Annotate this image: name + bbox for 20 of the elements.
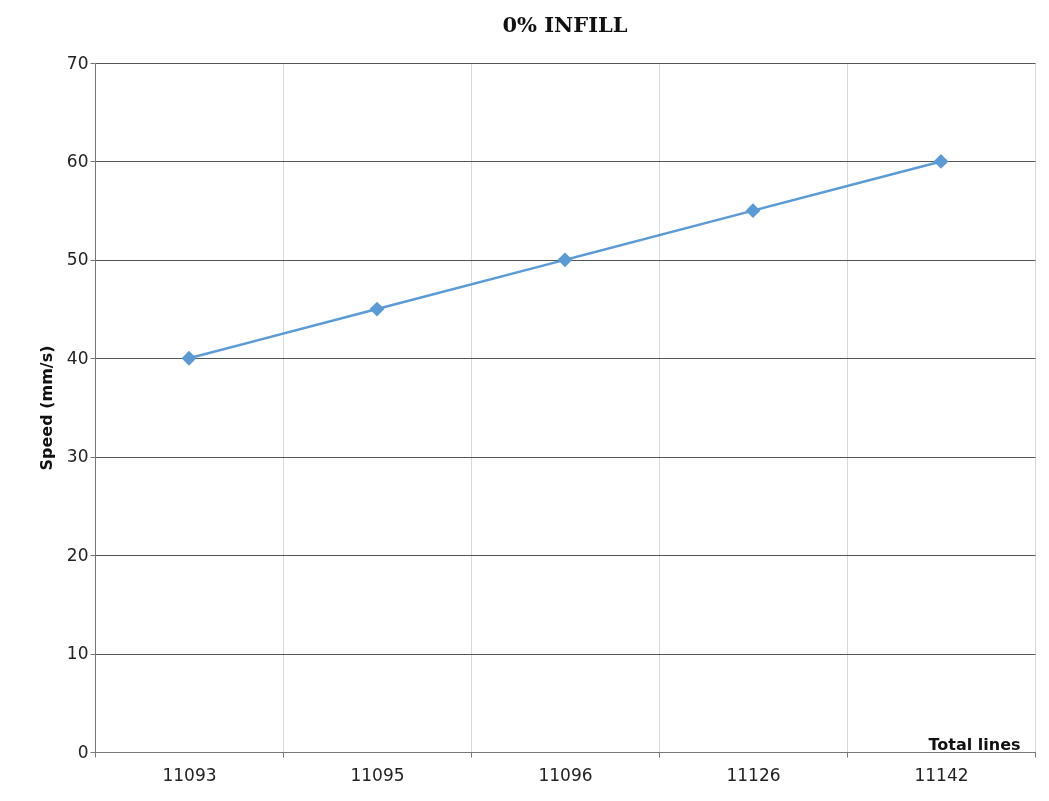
- y-tick-label: 60: [66, 150, 89, 171]
- x-tick-label: 11126: [726, 764, 781, 785]
- y-tick-label: 70: [66, 52, 89, 73]
- x-tick-label: 11142: [914, 764, 969, 785]
- point: [181, 350, 197, 366]
- x-tick-label: 11096: [538, 764, 593, 785]
- chart-title: 0% INFILL: [502, 12, 628, 37]
- y-tick-label: 50: [66, 249, 89, 270]
- y-tick-label: 30: [66, 446, 89, 467]
- y-tick-label: 20: [66, 544, 89, 565]
- y-tick-label: 0: [77, 741, 89, 762]
- point: [557, 252, 573, 268]
- y-axis-title: Speed (mm/s): [36, 345, 56, 471]
- x-axis-title: Total lines: [928, 734, 1021, 754]
- x-tick-label: 11093: [162, 764, 217, 785]
- point: [745, 203, 761, 219]
- y-tick-label: 40: [66, 347, 89, 368]
- y-tick-label: 10: [66, 643, 89, 664]
- point: [369, 301, 385, 317]
- x-tick-label: 11095: [350, 764, 405, 785]
